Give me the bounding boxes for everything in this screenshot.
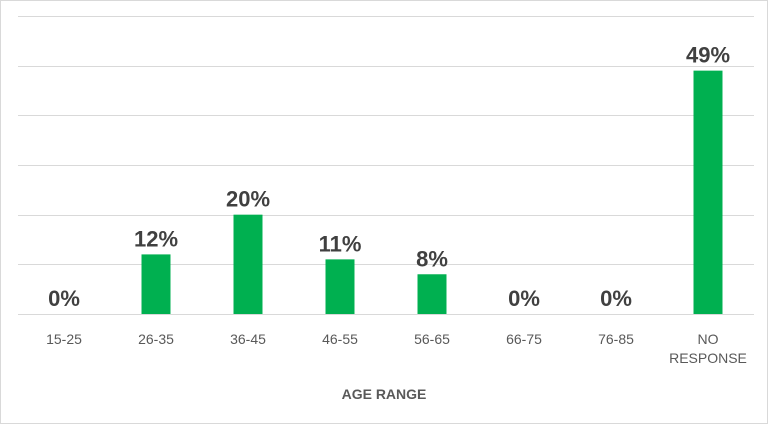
data-label: 8%: [416, 246, 448, 271]
x-tick-label: 56-65: [414, 331, 450, 347]
x-tick-labels: 15-25 26-35 36-45 46-55 56-65 66-75 76-85 NO RES…: [46, 331, 747, 366]
x-tick-label: 66-75: [506, 331, 542, 347]
bars: [141, 70, 723, 314]
data-label: 0%: [508, 286, 540, 311]
bar-46-55: [325, 259, 355, 314]
data-label: 0%: [600, 286, 632, 311]
data-label: 12%: [134, 226, 178, 251]
bar-no-response: [693, 70, 723, 314]
bar-56-65: [417, 274, 447, 314]
x-tick-label: 15-25: [46, 331, 82, 347]
x-tick-label: 76-85: [598, 331, 634, 347]
x-tick-label: 36-45: [230, 331, 266, 347]
data-label: 49%: [686, 43, 730, 68]
x-tick-label: NO RESPONSE: [669, 331, 747, 366]
x-axis-title: AGE RANGE: [342, 386, 427, 402]
data-labels: 0% 12% 20% 11% 8% 0% 0% 49%: [48, 43, 730, 311]
bar-36-45: [233, 214, 263, 314]
x-tick-label: 26-35: [138, 331, 174, 347]
data-label: 11%: [319, 231, 362, 256]
data-label: 20%: [226, 187, 270, 212]
x-tick-label: 46-55: [322, 331, 358, 347]
bar-26-35: [141, 254, 171, 314]
gridlines: [18, 16, 754, 315]
data-label: 0%: [48, 286, 80, 311]
